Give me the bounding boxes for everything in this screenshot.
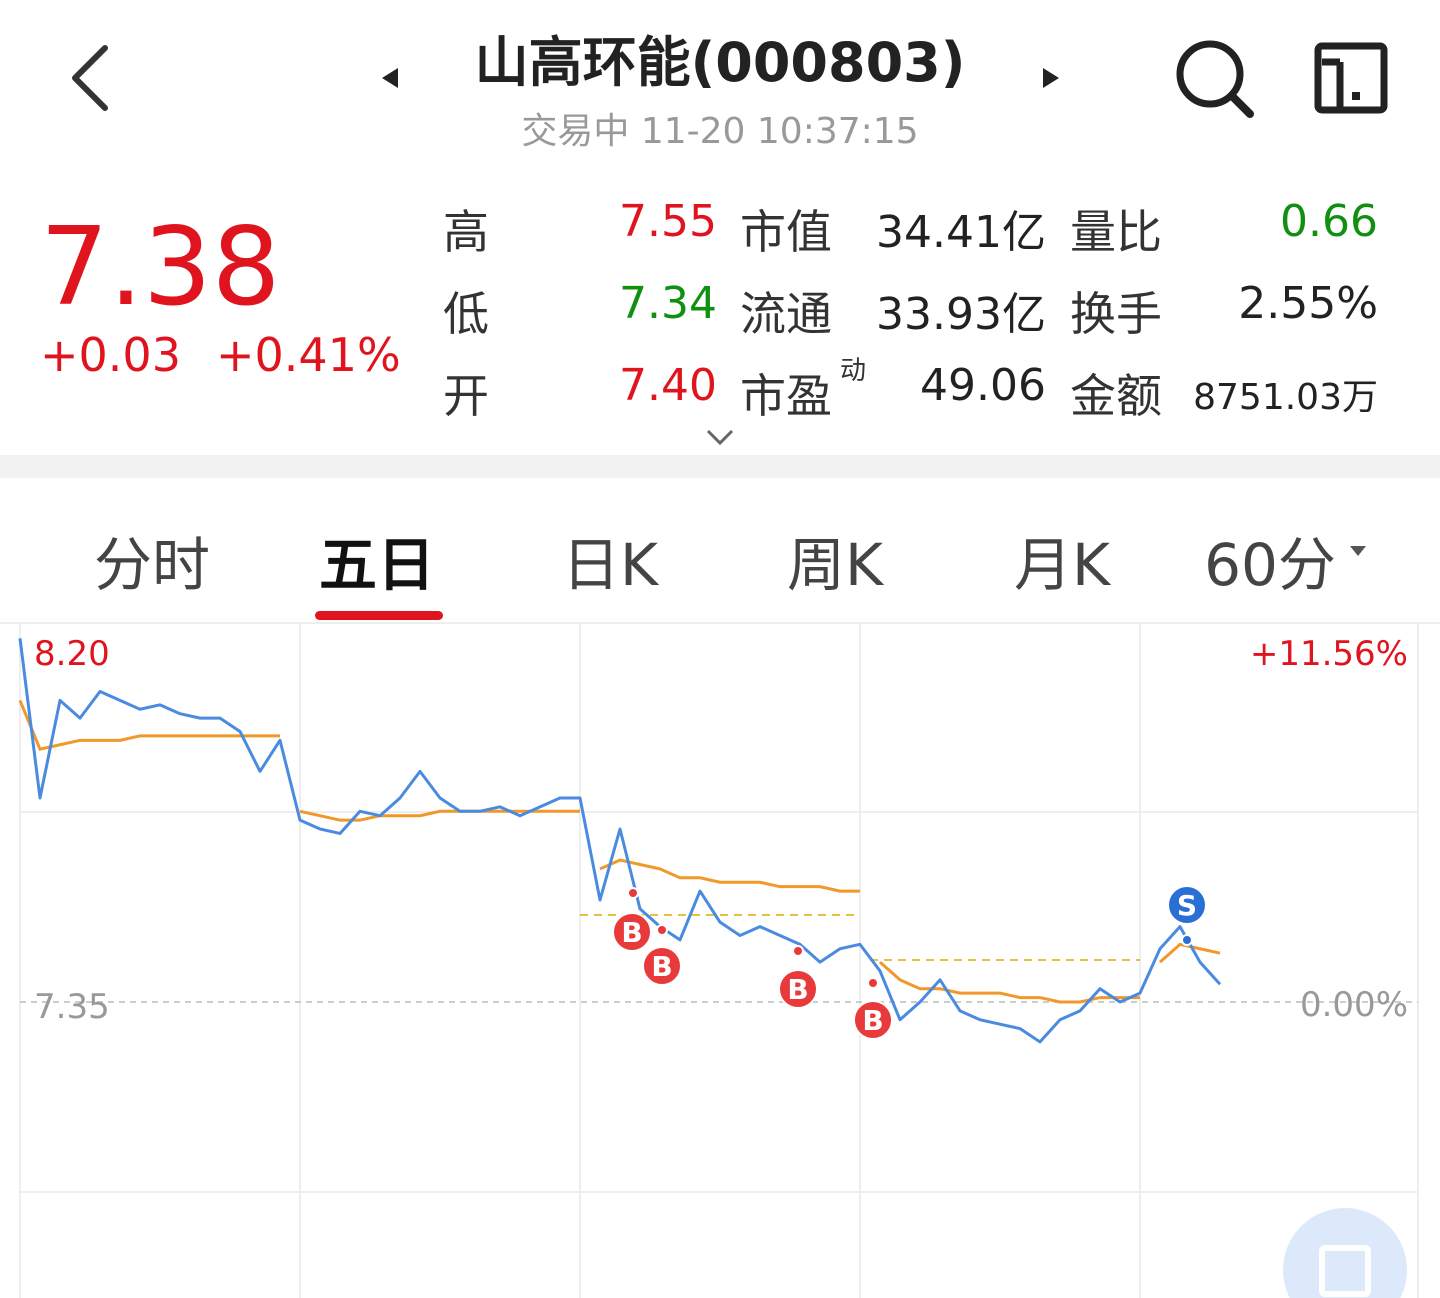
trade-marker [1167,885,1207,925]
stat-value: 8751.03万 [1193,377,1378,418]
trade-marker-label: B [787,973,808,1006]
marker-dot [867,977,879,989]
stat-value: 7.34 [619,278,717,329]
stat-value: 34.41亿 [876,207,1046,258]
menu-dot [1352,92,1360,100]
stat-value: 33.93亿 [876,289,1046,340]
marker-dot [627,887,639,899]
back-button[interactable] [72,45,108,111]
y-tick-label: 7.35 [34,987,110,1027]
tab[interactable]: 60分 [1204,531,1336,599]
trade-marker-label: B [621,916,642,949]
tab[interactable]: 日K [561,531,659,599]
marker-dot [792,945,804,957]
menu-button[interactable] [1314,42,1388,114]
next-stock[interactable] [1043,68,1059,88]
stat-label-sup: 动 [840,356,867,386]
stat-value: 0.66 [1280,196,1378,247]
stat-label: 高 [443,205,489,259]
trade-marker-label: B [862,1004,883,1037]
price-change: +0.03 [40,328,181,382]
stat-label: 换手 [1070,287,1162,341]
trade-marker [612,912,652,952]
stat-label: 流通 [740,287,832,341]
price-change-pct: +0.41% [216,328,401,382]
trade-marker [778,969,818,1009]
marker-dot [656,924,668,936]
stat-value: 49.06 [920,360,1046,411]
average-line [599,858,860,893]
stat-label: 市值 [740,205,832,259]
expand-stats[interactable] [700,425,740,449]
marker-dot [1181,934,1193,946]
stat-label: 低 [443,287,489,341]
trade-marker-label: B [651,950,672,983]
y-tick-label: 8.20 [34,634,110,674]
trade-marker [853,1000,893,1040]
top-bar [72,40,1388,118]
last-price: 7.38 [40,205,281,330]
stat-value: 7.40 [619,360,717,411]
average-line [18,699,280,751]
pct-label: 0.00% [1300,985,1408,1025]
stock-title: 山高环能(000803) [474,31,966,94]
search-button[interactable] [1176,40,1254,118]
divider [0,455,1440,478]
price-line [18,638,1222,1044]
stat-label: 开 [443,369,489,423]
tab[interactable]: 周K [786,531,884,599]
float-button-icon [1319,1245,1371,1297]
stat-value: 7.55 [619,196,717,247]
tab-border [0,622,1440,624]
trade-status: 交易中 11-20 10:37:15 [521,111,919,152]
stat-value: 2.55% [1238,278,1378,329]
float-button-bg [1283,1208,1407,1298]
tab[interactable]: 月K [1013,531,1111,599]
stat-label: 量比 [1070,205,1162,259]
tab[interactable]: 分时 [93,531,211,599]
pct-label: +11.56% [1250,634,1408,674]
trade-marker-label: S [1177,889,1197,922]
float-button[interactable] [1283,1208,1407,1298]
stat-label: 金额 [1070,369,1162,423]
average-line [879,960,1140,1004]
active-tab-indicator [315,611,443,620]
trade-marker [642,946,682,986]
prev-stock[interactable] [382,68,398,88]
dropdown-arrow [1350,546,1366,556]
stat-label: 市盈 [740,369,832,423]
tab[interactable]: 五日 [318,531,436,599]
